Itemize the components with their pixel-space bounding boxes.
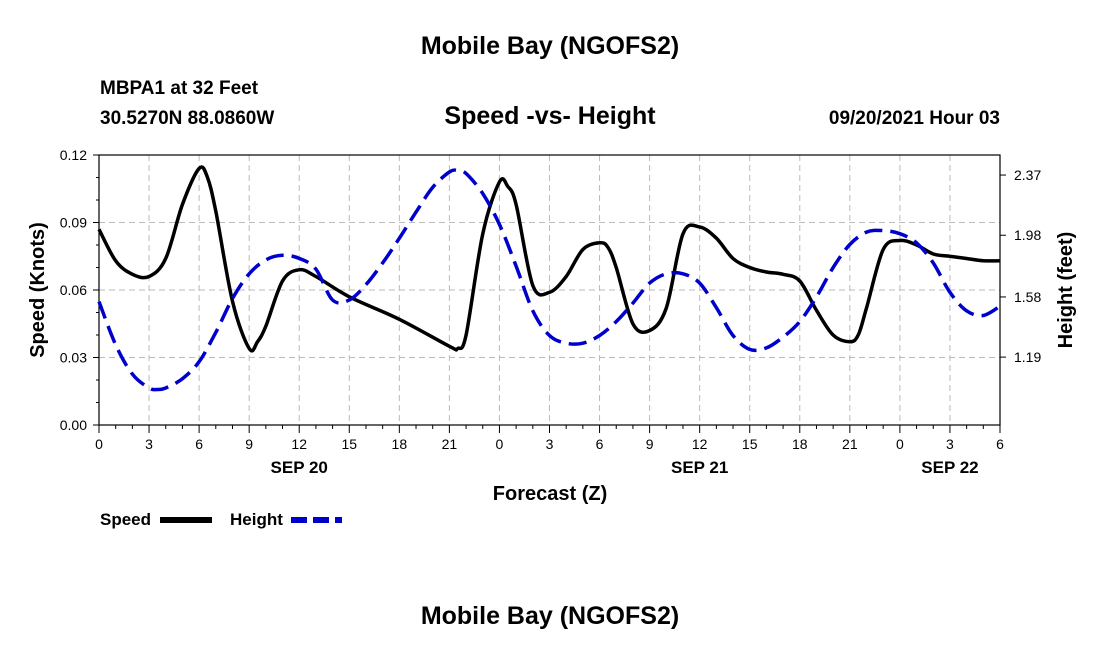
x-date-label: SEP 20 <box>271 458 328 477</box>
series-line-speed <box>97 165 1001 353</box>
plot-frame <box>98 154 1001 426</box>
x-tick-label: 0 <box>496 436 504 452</box>
y-tick-label: 0.03 <box>60 350 87 366</box>
x-tick-label: 15 <box>341 436 357 452</box>
x-date-label: SEP 21 <box>671 458 728 477</box>
series-line-height <box>97 168 1001 392</box>
x-tick-label: 3 <box>546 436 554 452</box>
legend-height-label: Height <box>230 510 283 529</box>
y2-tick-label: 2.37 <box>1014 167 1041 183</box>
x-axis-title: Forecast (Z) <box>493 483 607 505</box>
y-tick-label: 0.09 <box>60 215 87 231</box>
x-tick-label: 9 <box>245 436 253 452</box>
axes: 0 3 6 9 12 15 18 21 0 3 6 9 12 15 18 21 0 3 6 SEP 20 SEP 21 S… <box>60 147 1042 477</box>
main-title: Mobile Bay (NGOFS2) <box>421 32 679 60</box>
x-tick-label: 15 <box>742 436 758 452</box>
x-tick-label: 21 <box>442 436 458 452</box>
date-label: 09/20/2021 Hour 03 <box>829 108 1000 129</box>
x-tick-label: 6 <box>195 436 203 452</box>
coords-label: 30.5270N 88.0860W <box>100 108 274 129</box>
y-axis-title: Speed (Knots) <box>27 222 49 358</box>
x-tick-label: 9 <box>646 436 654 452</box>
x-tick-label: 0 <box>896 436 904 452</box>
y-tick-label: 0.12 <box>60 147 87 163</box>
station-label: MBPA1 at 32 Feet <box>100 78 259 99</box>
footer-title: Mobile Bay (NGOFS2) <box>421 602 679 630</box>
chart-title: Speed -vs- Height <box>444 102 656 130</box>
x-tick-label: 12 <box>291 436 307 452</box>
x-tick-label: 18 <box>792 436 808 452</box>
y2-tick-label: 1.58 <box>1014 289 1041 305</box>
legend-speed-label: Speed <box>100 510 151 529</box>
series-layer <box>97 165 1001 392</box>
x-tick-label: 0 <box>95 436 103 452</box>
x-tick-label: 6 <box>996 436 1004 452</box>
x-tick-label: 21 <box>842 436 858 452</box>
y-tick-label: 0.06 <box>60 282 87 298</box>
x-tick-label: 3 <box>946 436 954 452</box>
grid <box>99 155 1000 425</box>
x-tick-label: 3 <box>145 436 153 452</box>
x-tick-label: 18 <box>392 436 408 452</box>
x-tick-label: 6 <box>596 436 604 452</box>
y2-axis-title: Height (feet) <box>1055 232 1077 349</box>
y2-tick-label: 1.98 <box>1014 227 1041 243</box>
legend: Speed Height <box>100 510 342 529</box>
y2-tick-label: 1.19 <box>1014 349 1041 365</box>
x-tick-label: 12 <box>692 436 708 452</box>
y-tick-label: 0.00 <box>60 417 87 433</box>
x-date-label: SEP 22 <box>921 458 978 477</box>
